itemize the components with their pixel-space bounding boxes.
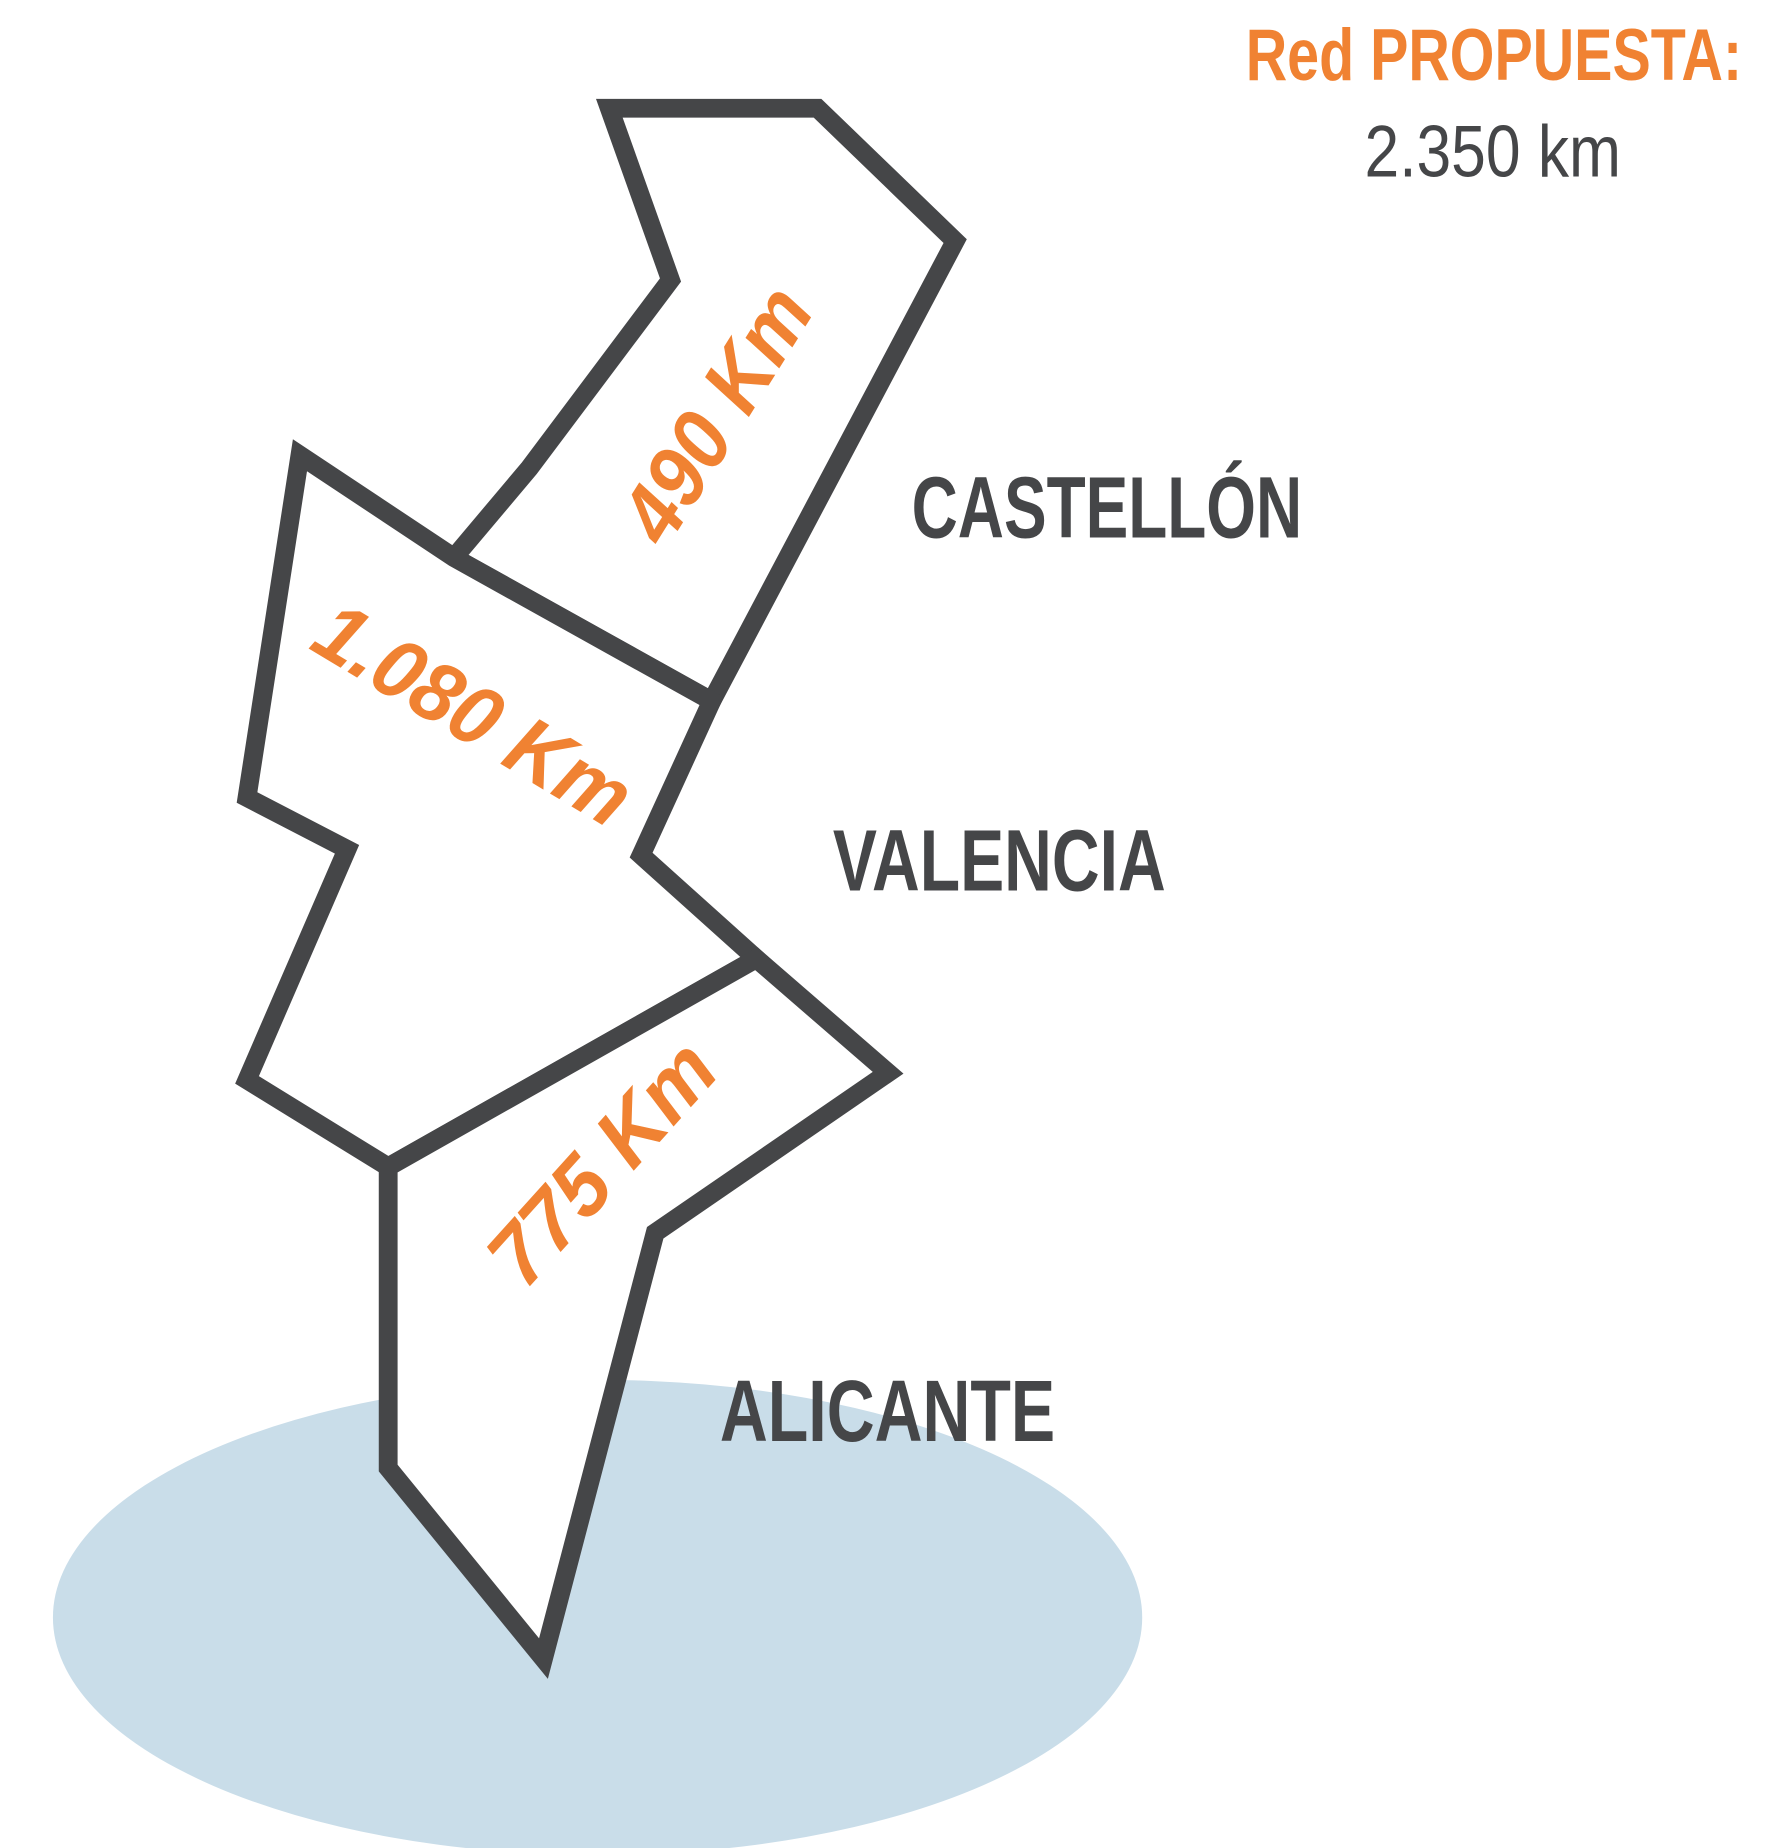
sea-area <box>53 1379 1143 1848</box>
region-name: ALICANTE <box>720 1363 1055 1460</box>
alicante-shape <box>378 947 904 1679</box>
region-name: VALENCIA <box>833 812 1166 909</box>
legend-total: 2.350 km <box>1365 111 1621 192</box>
legend-title: Red PROPUESTA: <box>1246 15 1742 96</box>
region-name: CASTELLÓN <box>912 460 1303 557</box>
